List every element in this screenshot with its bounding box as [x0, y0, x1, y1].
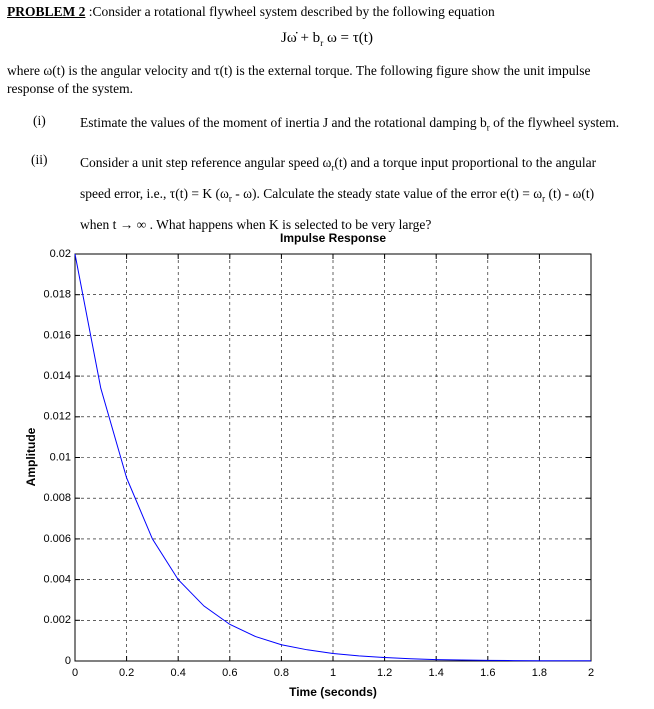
text-run: - ω). Calculate the steady state value o… [231, 186, 543, 202]
chart: Impulse Response Time (seconds) Amplitud… [24, 231, 594, 699]
x-tick-label: 0.4 [171, 667, 186, 679]
y-tick-label: 0.02 [50, 248, 71, 260]
y-tick-label: 0 [65, 655, 71, 667]
x-tick-label: 0 [72, 667, 78, 679]
subscript: r [331, 162, 335, 173]
y-axis-label: Amplitude [24, 427, 38, 486]
plot-frame [74, 253, 592, 662]
subscript: r [542, 193, 546, 204]
x-tick-label: 1.4 [429, 667, 444, 679]
equation: Jω̇ + br ω = τ(t) [0, 30, 654, 48]
x-tick-label: 1.6 [480, 667, 495, 679]
y-tick-label: 0.014 [43, 370, 71, 382]
item-label: (i) [33, 113, 46, 128]
item-text: Estimate the values of the moment of ine… [80, 113, 635, 138]
text-run: of the flywheel system. [489, 115, 620, 130]
x-tick-label: 1.8 [532, 667, 547, 679]
subscript: r [320, 38, 324, 48]
problem-label: PROBLEM 2 [7, 4, 86, 19]
text-run: Estimate the values of the moment of ine… [80, 115, 487, 130]
paragraph: where ω(t) is the angular velocity and τ… [7, 63, 591, 96]
y-tick-label: 0.012 [43, 411, 71, 423]
x-tick-label: 1.2 [377, 667, 392, 679]
x-tick-label: 0.2 [119, 667, 134, 679]
y-tick-label: 0.002 [43, 614, 71, 626]
text-run: Consider a unit step reference angular s… [80, 155, 332, 170]
y-tick-label: 0.016 [43, 329, 71, 341]
text-run: Jω̇ + b [281, 30, 321, 46]
y-tick-label: 0.01 [50, 451, 71, 463]
x-tick-label: 1 [330, 667, 336, 679]
text-run: ω = τ(t) [323, 30, 373, 46]
problem-heading: PROBLEM 2 :Consider a rotational flywhee… [7, 4, 495, 20]
text-run: (t) - ω(t) when t → ∞ . What happens whe… [80, 186, 595, 233]
text-run: (t) and a torque input proportional to t… [80, 155, 597, 202]
problem-intro: :Consider a rotational flywheel system d… [85, 4, 495, 19]
y-tick-label: 0.004 [43, 574, 71, 586]
item-text: Consider a unit step reference angular s… [80, 150, 610, 238]
chart-title: Impulse Response [280, 231, 386, 245]
line [74, 253, 591, 662]
x-tick-label: 0.8 [274, 667, 289, 679]
y-tick-label: 0.018 [43, 289, 71, 301]
item-label: (ii) [31, 152, 48, 167]
subscript: r [486, 122, 490, 133]
x-tick-label: 0.6 [222, 667, 237, 679]
x-axis-label: Time (seconds) [289, 685, 377, 699]
subscript: r [228, 193, 232, 204]
y-tick-label: 0.006 [43, 533, 71, 545]
x-tick-label: 2 [588, 667, 594, 679]
y-tick-label: 0.008 [43, 492, 71, 504]
